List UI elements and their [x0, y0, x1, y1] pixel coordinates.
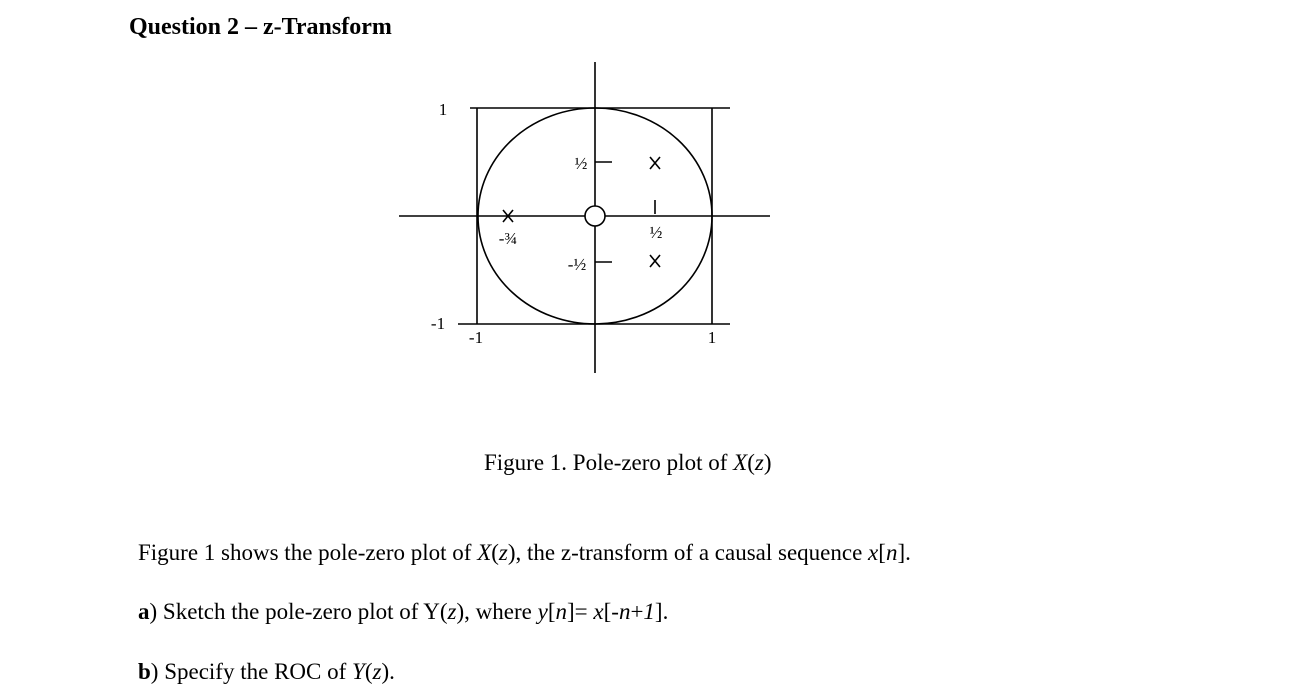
pole — [649, 254, 661, 268]
text: Figure 1 shows the pole-zero plot of — [138, 540, 478, 565]
text: X — [733, 450, 748, 475]
title: Question 2 – z-Transform — [129, 14, 392, 40]
text: ) Specify the ROC of — [150, 659, 353, 684]
text: n — [555, 599, 568, 624]
text: + — [630, 599, 644, 624]
text: z — [372, 659, 382, 684]
text: y — [537, 599, 548, 624]
text: n — [885, 540, 898, 565]
axis-label: 1 — [439, 100, 448, 119]
pole-zero-plot: 1 -1 -1 1 ½ -½ ½ -¾ — [399, 62, 770, 373]
pole — [502, 209, 514, 223]
text: x — [593, 599, 604, 624]
tick-label: ½ — [575, 154, 588, 173]
paragraph: Figure 1 shows the pole-zero plot of X(z… — [138, 541, 911, 564]
text: ) — [763, 450, 772, 475]
zero — [584, 205, 606, 227]
text: x — [868, 540, 879, 565]
text: z — [447, 599, 457, 624]
text: a — [138, 599, 150, 624]
text: ), the z-transform of a causal sequence — [507, 540, 869, 565]
pole — [649, 156, 661, 170]
text: ( — [747, 450, 755, 475]
text: Figure 1. Pole-zero plot of — [484, 450, 734, 475]
text: Y — [352, 659, 365, 684]
text: b — [138, 659, 151, 684]
question-part: b) Specify the ROC of Y(z). — [138, 660, 395, 683]
text: ]. — [654, 599, 669, 624]
unit-circle — [477, 107, 713, 325]
axis-label: -1 — [469, 328, 483, 347]
text: n — [618, 599, 631, 624]
tick-label: ½ — [650, 223, 663, 242]
text: ). — [381, 659, 395, 684]
pole-label: -¾ — [499, 229, 517, 248]
text: z — [754, 450, 764, 475]
text: ]= — [567, 599, 594, 624]
tick-label: -½ — [568, 255, 587, 274]
text: X — [477, 540, 492, 565]
text: ]. — [897, 540, 911, 565]
question-part: a) Sketch the pole-zero plot of Y(z), wh… — [138, 600, 668, 623]
text: ( — [491, 540, 499, 565]
text: [- — [603, 599, 619, 624]
axis-label: -1 — [431, 314, 445, 333]
text: ), where — [456, 599, 538, 624]
text: z — [498, 540, 508, 565]
text: [ — [878, 540, 886, 565]
text: 1 — [643, 599, 655, 624]
text: ( — [364, 659, 373, 684]
caption: Figure 1. Pole-zero plot of X(z) — [484, 451, 771, 474]
text: [ — [547, 599, 556, 624]
text: ) Sketch the pole-zero plot of Y( — [149, 599, 448, 624]
axis-label: 1 — [708, 328, 717, 347]
